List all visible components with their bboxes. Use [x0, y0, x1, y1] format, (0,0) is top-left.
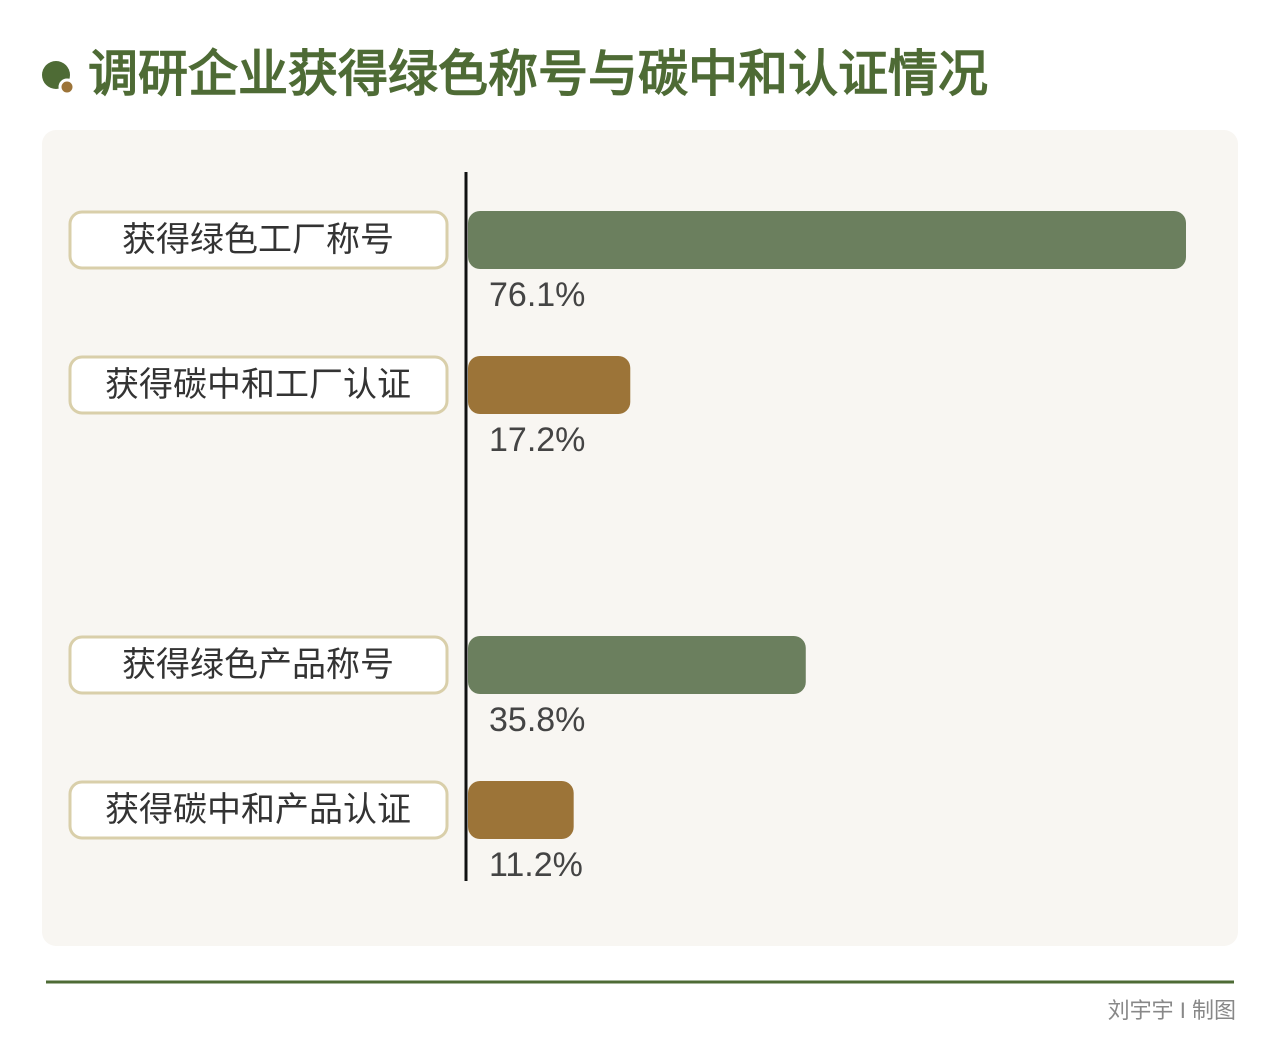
category-box	[68, 780, 449, 840]
category-box	[68, 210, 449, 270]
category-label: 获得碳中和产品认证	[105, 791, 411, 829]
value-label: 76.1%	[489, 276, 585, 314]
title-icon-dot	[58, 78, 76, 96]
category-label: 获得绿色工厂称号	[122, 221, 394, 259]
category-box	[68, 635, 449, 695]
bar	[468, 356, 631, 414]
category-label: 获得绿色产品称号	[122, 646, 394, 684]
category-label: 获得碳中和工厂认证	[105, 366, 411, 404]
panel	[42, 130, 1238, 946]
bar	[468, 211, 1186, 269]
bar	[468, 636, 806, 694]
value-label: 17.2%	[489, 421, 585, 459]
category-box	[68, 355, 449, 415]
credit: 刘宇宇 I 制图	[1108, 998, 1236, 1023]
bar	[468, 781, 574, 839]
value-label: 11.2%	[489, 846, 583, 884]
chart-title: 调研企业获得绿色称号与碳中和认证情况	[88, 46, 988, 102]
value-label: 35.8%	[489, 701, 585, 739]
